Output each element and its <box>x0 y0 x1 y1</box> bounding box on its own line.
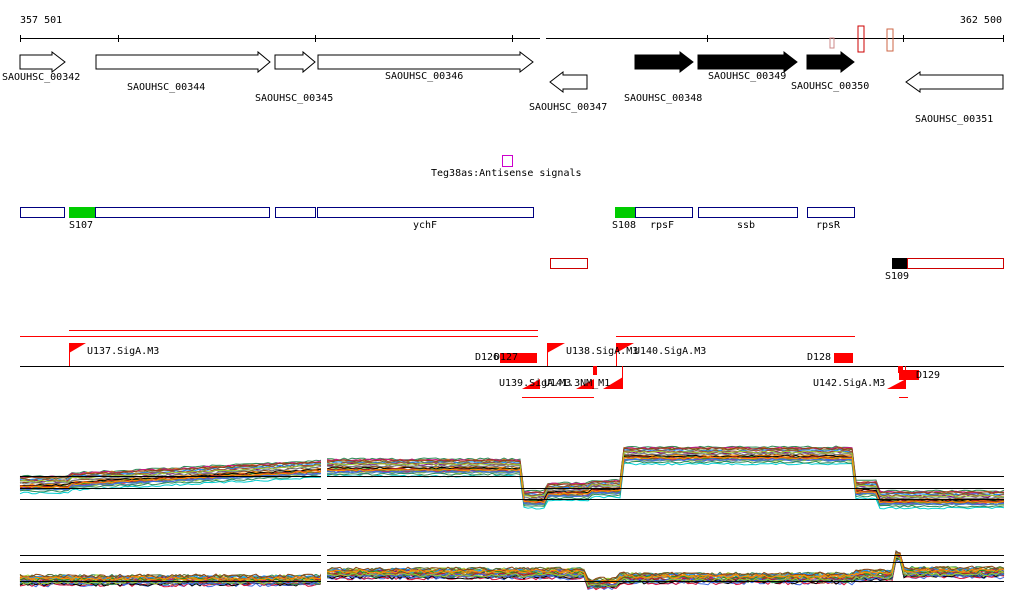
expression-panel-2 <box>19 545 1005 595</box>
gene-label: SAOUHSC_00347 <box>529 102 607 113</box>
operon-name-ychf: ychF <box>413 220 437 231</box>
promoter-label-u139: U139.SigA.M3 <box>499 378 571 389</box>
data-gap <box>321 545 327 595</box>
operon-track: S107 S108 ychF rpsF ssb rpsR S109 <box>20 207 1004 282</box>
promoter-flag-u142 <box>887 379 906 389</box>
terminator-label-d127: D127 <box>494 352 518 363</box>
gene-label: SAOUHSC_00344 <box>127 82 205 93</box>
gene-label: SAOUHSC_00349 <box>708 71 786 82</box>
site-label-s107: S107 <box>69 220 93 231</box>
operon-name-rpsr: rpsR <box>816 220 841 231</box>
expression-panel-1 <box>19 445 1005 515</box>
promoter-label-u137: U137.SigA.M3 <box>87 346 159 357</box>
terminator-d129 <box>899 370 919 380</box>
expression-trace <box>19 446 1005 494</box>
expression-trace <box>19 449 1005 497</box>
terminator-label-d129: D129 <box>916 370 940 381</box>
gene-arrow-00347[interactable]: SAOUHSC_00347 <box>529 70 607 113</box>
data-gap <box>321 455 327 515</box>
gene-label: SAOUHSC_00345 <box>255 93 333 104</box>
operon-box-rpsr[interactable] <box>807 207 855 218</box>
gene-label: SAOUHSC_00348 <box>624 93 702 104</box>
ruler-ticks <box>20 35 1004 42</box>
ruler-small-features <box>829 25 894 53</box>
gene-arrow-00349[interactable]: SAOUHSC_00349 <box>697 50 798 82</box>
gene-arrow-00346[interactable]: SAOUHSC_00346 <box>317 50 534 82</box>
gene-label: SAOUHSC_00350 <box>791 81 869 92</box>
promoter-flag-u137 <box>69 343 86 353</box>
promoter-flag-u141 <box>576 379 594 389</box>
operon-box-ychf[interactable] <box>317 207 534 218</box>
terminator-label-d126: D126 <box>475 352 499 363</box>
site-marker-s107[interactable] <box>69 207 95 218</box>
ruler-start-label: 357 501 <box>20 15 62 26</box>
terminator-blocks <box>500 353 919 380</box>
expression-trace <box>19 458 1005 506</box>
expression-trace <box>19 452 1004 500</box>
expression-trace <box>19 460 1005 508</box>
coordinate-ruler: 357 501 362 500 <box>20 15 1004 53</box>
antisense-signal-marker[interactable] <box>502 155 513 167</box>
expression-trace <box>19 450 1005 498</box>
expression-trace <box>19 462 1005 510</box>
gene-arrow-00351[interactable]: SAOUHSC_00351 <box>905 71 1004 125</box>
expression-trace <box>19 553 1005 584</box>
promoter-label-u140: U140.SigA.M3 <box>634 346 706 357</box>
ruler-end-label: 362 500 <box>960 15 1002 26</box>
expression-profiles <box>19 550 1005 591</box>
expression-profiles <box>19 445 1005 510</box>
transcript-box-red[interactable] <box>907 258 1004 269</box>
expression-trace <box>19 550 1005 582</box>
promoter-label-u142: U142.SigA.M3 <box>813 378 885 389</box>
gene-arrow-00344[interactable]: SAOUHSC_00344 <box>95 50 271 93</box>
promoter-flag-u138 <box>547 343 565 353</box>
site-marker-s109[interactable] <box>892 258 907 269</box>
operon-box[interactable] <box>20 207 65 218</box>
promoter-flag-u140 <box>616 343 634 353</box>
expression-trace <box>19 447 1005 495</box>
terminator-d127 <box>517 353 537 363</box>
promoter-flag-u139 <box>522 379 540 389</box>
transcript-box-red[interactable] <box>550 258 588 269</box>
operon-name-rpsf: rpsF <box>650 220 674 231</box>
gene-label: SAOUHSC_00351 <box>915 114 993 125</box>
promoter-label-u138: U138.SigA.M3 <box>566 346 638 357</box>
promoter-flag-rev <box>603 377 623 389</box>
terminator-d126 <box>500 353 520 363</box>
gene-arrow-00350[interactable]: SAOUHSC_00350 <box>791 50 869 92</box>
operon-box[interactable] <box>95 207 270 218</box>
gene-label: SAOUHSC_00346 <box>385 71 463 82</box>
gene-label: SAOUHSC_00342 <box>2 72 80 83</box>
expression-trace <box>19 456 1005 504</box>
terminator-d128 <box>834 353 853 363</box>
site-marker-s108[interactable] <box>615 207 635 218</box>
gene-arrow-00342[interactable]: SAOUHSC_00342 <box>2 50 80 83</box>
operon-name-ssb: ssb <box>737 220 755 231</box>
gene-arrow-00345[interactable]: SAOUHSC_00345 <box>255 50 333 104</box>
gene-arrow-00348[interactable]: SAOUHSC_00348 <box>624 50 702 104</box>
promoter-label-u141: U141.3NM_M1 <box>544 378 610 389</box>
terminator-label-d128: D128 <box>807 352 831 363</box>
promoter-track: U137.SigA.M3 U138.SigA.M3 U140.SigA.M3 D… <box>20 330 1004 398</box>
site-label-s109: S109 <box>885 271 909 282</box>
site-label-s108: S108 <box>612 220 636 231</box>
promoter-flags <box>69 343 906 389</box>
operon-box-rpsf[interactable] <box>635 207 693 218</box>
antisense-signal-label: Teg38as:Antisense signals <box>431 168 582 179</box>
gene-track: SAOUHSC_00342 SAOUHSC_00344 SAOUHSC_0034… <box>2 50 1004 125</box>
operon-box-ssb[interactable] <box>698 207 798 218</box>
operon-box[interactable] <box>275 207 316 218</box>
antisense-signal-track: Teg38as:Antisense signals <box>431 155 582 179</box>
